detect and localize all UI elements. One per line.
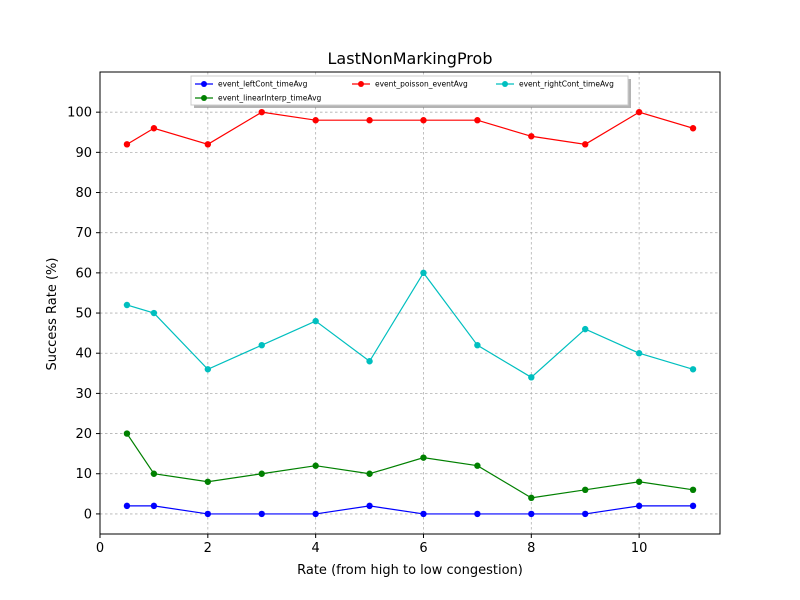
data-point: [474, 510, 481, 518]
data-point: [204, 366, 212, 373]
series-event_leftCont_timeAvg: [123, 502, 697, 518]
data-point: [528, 374, 535, 381]
data-point: [528, 510, 535, 518]
legend-box: [190, 75, 629, 106]
legend-label: event_leftCont_timeAvg: [218, 80, 308, 89]
y-axis-label: Success Rate (%): [45, 258, 60, 371]
data-point: [258, 341, 265, 349]
data-point: [528, 494, 535, 502]
data-point: [635, 108, 643, 116]
data-point: [312, 462, 319, 469]
chart-title: LastNonMarkingProb: [328, 49, 493, 68]
y-tick-label: 80: [75, 186, 92, 201]
data-point: [474, 341, 481, 349]
data-point: [123, 301, 131, 309]
data-point: [689, 486, 697, 494]
legend-item: event_poisson_eventAvg: [352, 80, 468, 89]
series-group: [123, 108, 697, 518]
y-tick-label: 10: [75, 467, 92, 482]
data-point: [366, 117, 373, 124]
series-event_linearInterp_timeAvg: [123, 430, 697, 502]
data-point: [312, 510, 319, 518]
x-tick-label: 10: [631, 541, 648, 556]
series-line: [126, 505, 694, 515]
y-tick-label: 90: [75, 146, 92, 161]
x-tick-label: 8: [527, 541, 535, 556]
data-point: [123, 430, 131, 437]
legend-swatch-marker: [201, 95, 207, 101]
data-point: [420, 117, 427, 124]
data-point: [123, 141, 131, 148]
legend-item: event_linearInterp_timeAvg: [195, 94, 322, 103]
data-point: [635, 502, 643, 510]
legend-item: event_leftCont_timeAvg: [195, 80, 308, 89]
series-event_poisson_eventAvg: [123, 108, 697, 148]
y-tick-label: 100: [67, 106, 92, 121]
data-point: [582, 325, 589, 333]
series-line: [126, 433, 694, 499]
y-tick-label: 20: [75, 427, 92, 442]
x-tick-label: 4: [312, 541, 320, 556]
data-point: [150, 309, 158, 317]
series-line: [126, 271, 694, 379]
data-point: [258, 470, 265, 477]
legend-label: event_poisson_eventAvg: [375, 80, 468, 89]
y-tick-label: 0: [84, 507, 92, 522]
y-tick-label: 40: [75, 347, 92, 362]
legend-swatch-marker: [502, 81, 508, 87]
data-point: [582, 141, 589, 148]
y-tick-label: 30: [75, 387, 92, 402]
legend-label: event_linearInterp_timeAvg: [218, 94, 322, 103]
legend: event_leftCont_timeAvg event_linearInterp…: [190, 75, 631, 108]
data-point: [528, 133, 535, 140]
x-tick-label: 2: [204, 541, 212, 556]
plot-area-frame: [99, 71, 721, 535]
x-tick-label: 0: [96, 541, 104, 556]
data-point: [150, 502, 158, 510]
legend-swatch-marker: [201, 81, 207, 87]
series-event_rightCont_timeAvg: [123, 269, 697, 381]
data-point: [582, 510, 589, 518]
data-point: [689, 502, 697, 510]
data-point: [366, 358, 373, 365]
legend-label: event_rightCont_timeAvg: [519, 80, 614, 89]
y-tick-label: 60: [75, 266, 92, 281]
y-tick-label: 70: [75, 226, 92, 241]
data-point: [635, 478, 643, 485]
data-point: [582, 486, 589, 494]
data-point: [420, 510, 427, 518]
data-point: [474, 462, 481, 469]
data-point: [150, 125, 158, 132]
data-point: [366, 470, 373, 477]
data-point: [258, 108, 265, 116]
series-line: [126, 111, 694, 145]
data-point: [689, 125, 697, 132]
data-point: [312, 317, 319, 325]
data-point: [312, 117, 319, 124]
data-point: [258, 510, 265, 518]
data-point: [204, 478, 212, 485]
y-tick-label: 50: [75, 307, 92, 322]
grid-lines: [99, 72, 720, 534]
x-axis-label: Rate (from high to low congestion): [297, 563, 523, 578]
data-point: [123, 502, 131, 510]
data-point: [689, 366, 697, 373]
data-point: [420, 454, 427, 461]
legend-swatch-marker: [358, 81, 364, 87]
data-point: [635, 350, 643, 357]
data-point: [474, 117, 481, 124]
data-point: [366, 502, 373, 510]
x-tick-label: 6: [419, 541, 427, 556]
legend-item: event_rightCont_timeAvg: [496, 80, 614, 89]
data-point: [204, 510, 212, 518]
data-point: [150, 470, 158, 477]
data-point: [204, 141, 212, 148]
data-point: [420, 269, 427, 277]
